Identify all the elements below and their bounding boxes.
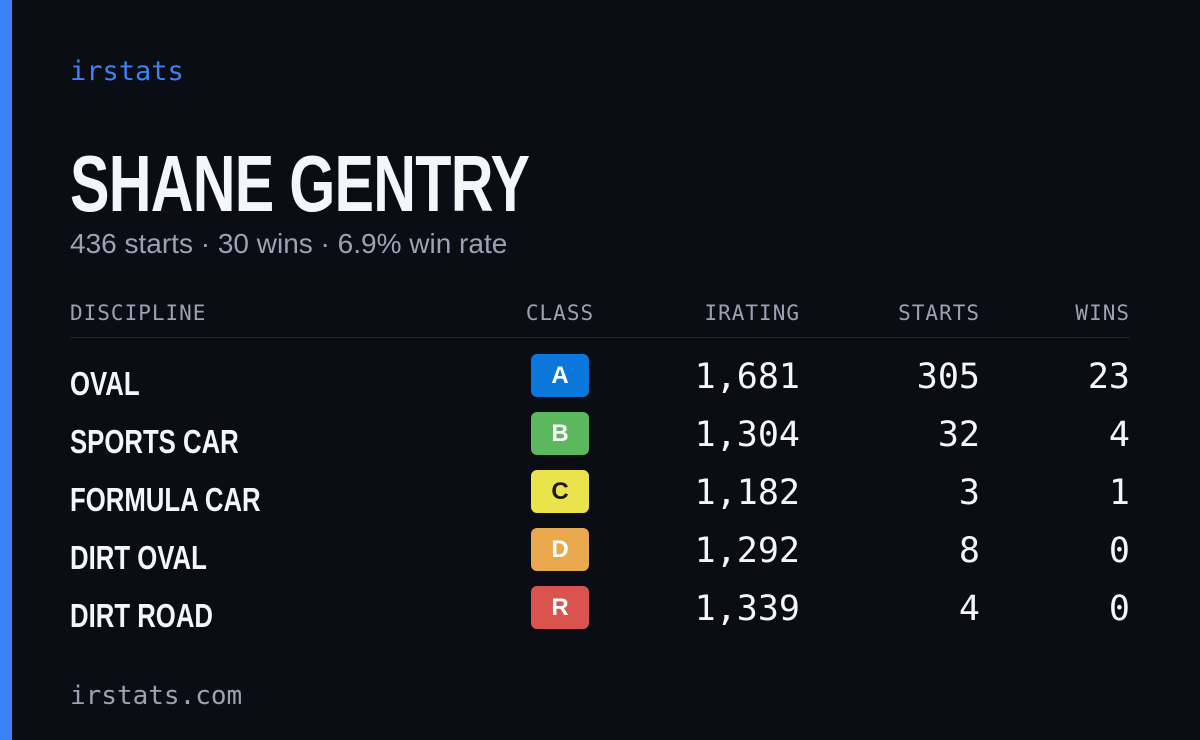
class-badge: B bbox=[531, 412, 589, 455]
irating: 1,304 bbox=[694, 415, 800, 455]
starts: 4 bbox=[958, 589, 980, 629]
driver-name: SHANE GENTRY bbox=[70, 139, 530, 228]
column-header: STARTS bbox=[898, 301, 980, 325]
discipline: DIRT ROAD bbox=[70, 597, 213, 634]
class-badge: C bbox=[531, 470, 589, 513]
wins: 4 bbox=[1108, 415, 1130, 455]
header-rule bbox=[70, 337, 1130, 338]
column-header: WINS bbox=[1075, 301, 1130, 325]
discipline: OVAL bbox=[70, 365, 140, 402]
column-header: CLASS bbox=[525, 301, 595, 325]
class-badge: D bbox=[531, 528, 589, 571]
discipline: FORMULA CAR bbox=[70, 481, 261, 518]
irating: 1,182 bbox=[694, 473, 800, 513]
footer-site: irstats.com bbox=[70, 681, 243, 711]
wins: 23 bbox=[1087, 357, 1130, 397]
starts: 8 bbox=[958, 531, 980, 571]
starts: 3 bbox=[958, 473, 980, 513]
starts: 32 bbox=[937, 415, 980, 455]
class-badge: A bbox=[531, 354, 589, 397]
irating: 1,339 bbox=[694, 589, 800, 629]
class-badge: R bbox=[531, 586, 589, 629]
discipline: SPORTS CAR bbox=[70, 423, 239, 460]
wins: 0 bbox=[1108, 589, 1130, 629]
irating: 1,681 bbox=[694, 357, 800, 397]
discipline: DIRT OVAL bbox=[70, 539, 207, 576]
accent-bar bbox=[0, 0, 12, 740]
wins: 1 bbox=[1108, 473, 1130, 513]
brand: irstats bbox=[70, 56, 184, 87]
column-header: IRATING bbox=[704, 301, 800, 325]
summary: 436 starts · 30 wins · 6.9% win rate bbox=[70, 228, 508, 259]
starts: 305 bbox=[916, 357, 980, 397]
irating: 1,292 bbox=[694, 531, 800, 571]
column-header: DISCIPLINE bbox=[70, 301, 207, 325]
wins: 0 bbox=[1108, 531, 1130, 571]
